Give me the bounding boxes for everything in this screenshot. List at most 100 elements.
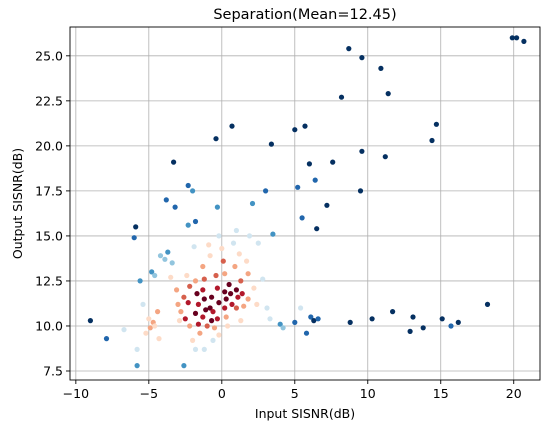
data-point (455, 319, 461, 325)
data-point (254, 301, 260, 307)
data-point (429, 137, 435, 144)
data-point (200, 263, 206, 270)
data-point (140, 301, 146, 307)
data-point (241, 303, 247, 309)
data-point (314, 226, 320, 232)
data-point (233, 287, 239, 293)
data-point (157, 253, 164, 259)
data-point (280, 325, 286, 331)
data-point (134, 346, 140, 352)
data-point (277, 321, 283, 327)
data-point (156, 336, 162, 342)
data-point (200, 287, 206, 293)
data-point (87, 318, 93, 324)
data-point (184, 272, 190, 279)
data-point (302, 123, 308, 129)
data-point (187, 323, 193, 329)
data-point (211, 325, 218, 331)
data-point (251, 285, 257, 291)
data-point (222, 271, 228, 277)
data-point (146, 316, 152, 322)
y-tick-label: 25.0 (35, 48, 63, 63)
x-axis-label: Input SISNR(dB) (255, 406, 355, 421)
data-point (187, 283, 193, 289)
data-point (200, 314, 206, 320)
data-point (192, 346, 199, 352)
x-axis-ticks: −10 −5 0 5 10 15 20 (63, 380, 522, 401)
data-point (195, 321, 201, 327)
data-point (225, 323, 231, 329)
data-point (311, 318, 317, 324)
data-point (249, 200, 256, 207)
data-point (312, 177, 318, 183)
data-point (143, 330, 149, 336)
data-point (359, 55, 365, 61)
data-point (521, 38, 527, 45)
data-point (292, 127, 298, 133)
data-point (514, 35, 520, 41)
data-point (369, 316, 375, 322)
data-point (390, 309, 396, 315)
data-point (185, 222, 191, 228)
data-point (169, 260, 175, 266)
data-point (192, 218, 199, 225)
data-point (209, 318, 215, 324)
data-point (439, 316, 445, 322)
data-point (246, 233, 253, 239)
data-point (214, 204, 220, 210)
data-point (226, 281, 232, 288)
data-point (191, 244, 197, 250)
y-tick-label: 7.5 (43, 363, 63, 378)
data-point (209, 294, 215, 300)
x-tick-label: 10 (360, 386, 376, 401)
data-point (298, 305, 304, 311)
data-point (260, 276, 266, 282)
data-point (264, 305, 270, 311)
data-point (171, 159, 177, 165)
data-point (263, 188, 269, 194)
data-point (222, 289, 228, 295)
data-point (236, 251, 242, 257)
data-point (162, 256, 168, 262)
data-point (306, 161, 312, 167)
data-point (152, 272, 158, 279)
data-point (448, 323, 454, 329)
data-point (407, 328, 413, 334)
data-point (137, 278, 143, 284)
data-point (357, 188, 364, 194)
data-point (216, 332, 222, 338)
data-point (152, 323, 158, 329)
data-point (433, 121, 439, 127)
x-tick-label: 20 (506, 386, 522, 401)
data-point (235, 294, 241, 300)
data-point (324, 202, 330, 208)
data-point (197, 330, 203, 336)
y-tick-label: 15.0 (35, 228, 63, 243)
data-point (292, 319, 298, 325)
x-tick-label: −10 (63, 386, 89, 401)
data-point (147, 325, 153, 331)
data-point (303, 330, 310, 336)
data-point (222, 305, 228, 311)
chart-title: Separation(Mean=12.45) (213, 7, 396, 23)
data-point (190, 337, 196, 343)
data-point (192, 310, 199, 316)
data-point (233, 305, 239, 311)
data-point (213, 136, 219, 142)
data-point (238, 278, 244, 284)
data-point (315, 316, 321, 322)
x-tick-label: 15 (433, 386, 449, 401)
data-point (210, 309, 216, 315)
data-point (201, 296, 207, 302)
data-point (410, 314, 416, 320)
y-axis-ticks: 7.5 10.0 12.5 15.0 17.5 20.0 22.5 25.0 (35, 48, 70, 378)
data-point (267, 316, 273, 322)
x-tick-label: 5 (291, 386, 299, 401)
plot-frame (69, 26, 541, 381)
data-point (347, 319, 353, 325)
data-point (299, 215, 305, 221)
data-point (204, 323, 210, 329)
data-point (220, 258, 226, 264)
data-point (216, 233, 222, 239)
